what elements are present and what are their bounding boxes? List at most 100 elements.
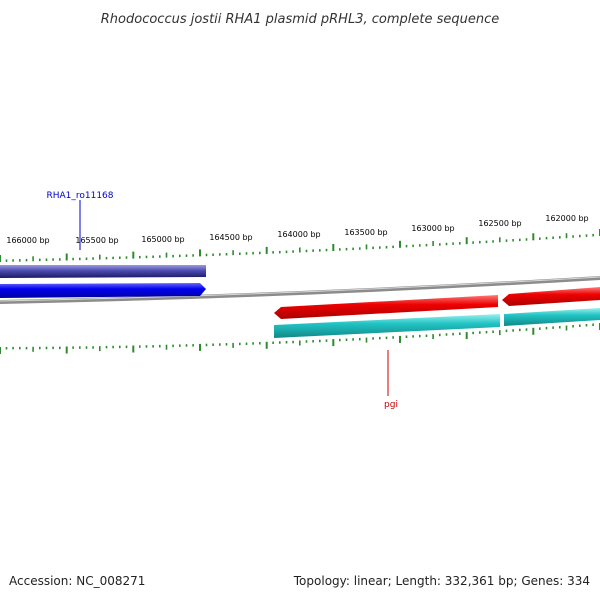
lower-track-tick xyxy=(412,335,414,338)
lower-track-tick xyxy=(345,338,348,341)
upper-track-tick xyxy=(419,244,421,247)
upper-track-tick xyxy=(579,234,581,238)
tick-label-164500: 164500 bp xyxy=(209,233,252,242)
upper-track-tick xyxy=(219,253,221,256)
upper-track-tick xyxy=(92,257,94,260)
sequence-backbone xyxy=(0,276,600,304)
lower-track-tick xyxy=(479,331,481,334)
lower-track-tick xyxy=(579,324,581,327)
upper-track-tick xyxy=(299,247,301,253)
lower-track-tick xyxy=(19,346,21,350)
upper-track-tick xyxy=(159,255,161,258)
upper-track-tick xyxy=(139,255,141,259)
lower-track-tick xyxy=(319,339,321,343)
lower-track-tick xyxy=(552,326,554,329)
tick-label-164000: 164000 bp xyxy=(277,230,320,239)
lower-track-tick xyxy=(32,346,34,352)
lower-track-tick xyxy=(519,328,521,332)
upper-track-tick xyxy=(425,243,428,247)
lower-track-tick xyxy=(372,337,374,340)
lower-track-tick xyxy=(492,330,494,333)
gene-pgi-cds-bar xyxy=(274,314,500,338)
upper-track-tick xyxy=(312,249,314,252)
lower-track-tick xyxy=(232,342,234,348)
lower-track-tick xyxy=(532,327,535,335)
lower-track-tick xyxy=(0,347,1,354)
lower-track-tick xyxy=(239,342,241,346)
upper-track-tick xyxy=(452,242,454,245)
upper-track-tick xyxy=(339,248,341,251)
lower-track-tick xyxy=(92,346,94,349)
upper-track-tick xyxy=(45,258,48,261)
upper-track-tick xyxy=(379,246,381,249)
lower-track-tick xyxy=(405,335,408,338)
lower-track-tick xyxy=(265,341,268,349)
upper-track-tick xyxy=(465,237,468,245)
upper-track-tick xyxy=(99,254,101,260)
lower-track-tick xyxy=(512,329,514,332)
gene-pgi-arrow xyxy=(274,295,498,319)
upper-track-tick xyxy=(5,259,8,262)
upper-track-tick xyxy=(172,254,174,258)
lower-track-tick xyxy=(225,343,228,346)
lower-track-tick xyxy=(152,345,154,348)
lower-track-tick xyxy=(445,333,448,336)
lower-track-tick xyxy=(45,346,48,350)
lower-track-tick xyxy=(99,346,101,352)
upper-track-tick xyxy=(545,236,548,240)
upper-track-tick xyxy=(225,253,228,256)
lower-track-tick xyxy=(159,344,161,348)
lower-track-tick xyxy=(425,334,428,337)
lower-track-tick xyxy=(252,342,254,345)
lower-track-tick xyxy=(585,324,588,327)
lower-track-tick xyxy=(12,346,14,350)
upper-track-tick xyxy=(32,256,34,262)
upper-track-tick xyxy=(192,254,194,257)
upper-track-tick xyxy=(72,257,74,261)
upper-track-tick xyxy=(252,251,254,255)
lower-track-tick xyxy=(419,334,421,338)
upper-track-tick xyxy=(305,249,308,253)
upper-track-tick xyxy=(592,233,594,237)
lower-track-tick xyxy=(125,345,128,349)
lower-track-tick xyxy=(59,346,61,350)
lower-track-tick xyxy=(299,340,301,346)
lower-track-tick xyxy=(192,344,194,347)
upper-track-tick xyxy=(345,247,348,251)
lower-track-tick xyxy=(565,325,568,331)
upper-track-tick xyxy=(105,256,108,260)
lower-track-tick xyxy=(465,332,468,340)
upper-track-tick xyxy=(265,246,268,254)
upper-track-tick xyxy=(199,249,201,257)
upper-track-tick xyxy=(359,247,361,250)
lower-track-tick xyxy=(112,345,114,349)
upper-track-tick xyxy=(319,249,321,252)
lower-track-tick xyxy=(199,343,201,351)
upper-track-tick xyxy=(385,246,388,249)
upper-track-tick xyxy=(52,258,54,261)
lower-track-tick xyxy=(165,344,168,350)
tick-label-162500: 162500 bp xyxy=(478,219,521,228)
lower-track-tick xyxy=(505,329,508,333)
lower-track-tick xyxy=(312,340,314,343)
upper-track-tick xyxy=(472,241,474,244)
upper-track-tick xyxy=(399,240,401,248)
lower-track-tick xyxy=(592,323,594,326)
lower-track-tick xyxy=(305,340,308,343)
lower-track-tick xyxy=(72,346,74,349)
lower-track-tick xyxy=(132,345,135,353)
upper-track-tick xyxy=(325,248,328,252)
upper-track-tick xyxy=(19,259,21,262)
upper-track-tick xyxy=(505,239,508,242)
lower-track-tick xyxy=(485,330,488,334)
upper-track-tick xyxy=(285,250,288,254)
upper-track-tick xyxy=(205,253,208,257)
lower-track-tick xyxy=(392,336,394,339)
upper-track-tick xyxy=(445,242,448,246)
tick-label-group: 166000 bp 165500 bp 165000 bp 164500 bp … xyxy=(6,214,588,245)
lower-track-tick xyxy=(452,332,454,336)
tick-label-163500: 163500 bp xyxy=(344,228,387,237)
accession-text: Accession: NC_008271 xyxy=(9,574,146,588)
lower-track-tick xyxy=(352,338,354,341)
